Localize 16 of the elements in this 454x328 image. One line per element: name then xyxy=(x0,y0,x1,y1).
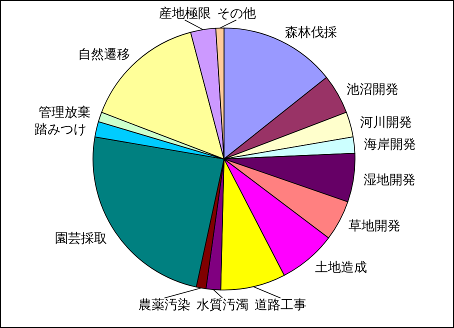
slice-label: 湿地開発 xyxy=(364,172,416,188)
slice-label: 道路工事 xyxy=(254,298,306,314)
slice-label: 水質汚濁 xyxy=(196,298,248,314)
slice-label: 池沼開発 xyxy=(346,82,398,98)
slice-label: 踏みつけ xyxy=(34,122,87,138)
slice-label: その他 xyxy=(216,6,256,22)
slice-label: 産地極限 xyxy=(158,5,211,22)
slice-label: 海岸開発 xyxy=(364,138,416,153)
slice-label: 土地造成 xyxy=(314,260,367,276)
slice-label: 草地開発 xyxy=(348,218,400,234)
slice-label: 森林伐採 xyxy=(285,26,338,41)
slice-label: 園芸採取 xyxy=(55,231,108,246)
slice-label: 管理放棄 xyxy=(38,104,90,120)
slice-label: 自然遷移 xyxy=(78,48,130,63)
slice-label: 河川開発 xyxy=(360,115,412,130)
slice-label: 農薬汚染 xyxy=(138,298,190,314)
